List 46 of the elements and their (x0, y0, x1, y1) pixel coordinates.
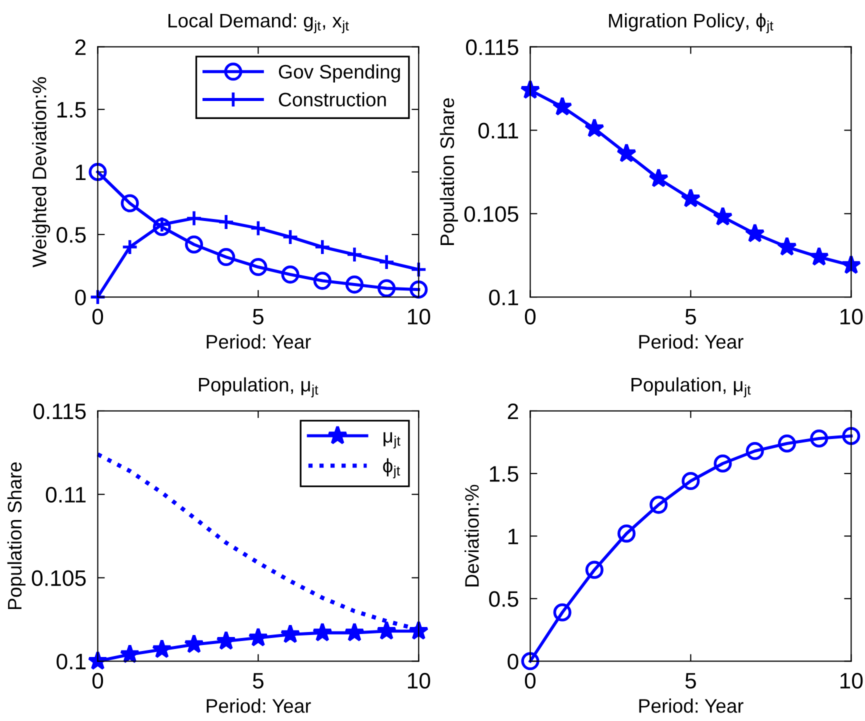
y-tick-label: 0.11 (46, 486, 86, 503)
y-tick-label: 0.105 (32, 570, 86, 586)
y-tick-label: 2 (75, 39, 86, 55)
legend-label: μ$_{jt}$ (384, 432, 400, 448)
chart-title: Population, μ$_{jt}$ (632, 377, 751, 398)
x-tick-label: 5 (252, 308, 264, 324)
x-tick-label: 5 (685, 308, 696, 324)
y-tick-label: 1.5 (490, 466, 518, 482)
y-axis-title: Population Share (440, 98, 458, 245)
y-tick-label: 0.115 (466, 39, 518, 56)
y-tick-label: 1.5 (57, 102, 86, 118)
y-tick-label: 0.11 (478, 122, 518, 139)
x-axis-title: Period: Year (206, 698, 311, 713)
legend-label: ϕ$_{jt}$ (383, 458, 400, 478)
chart-title: Population, μ$_{jt}$ (199, 377, 318, 398)
x-tick-label: 10 (840, 672, 863, 689)
y-tick-label: 1 (76, 164, 86, 180)
y-axis-title: Weighted Deviation:% (32, 77, 50, 268)
x-axis-title: Period: Year (639, 334, 744, 349)
x-tick-label: 10 (840, 308, 863, 324)
legend-label: Construction (278, 92, 386, 106)
x-tick-label: 5 (685, 673, 696, 689)
y-axis-title: Deviation:% (464, 484, 479, 586)
y-tick-label: 0 (75, 290, 86, 306)
y-axis-title: Population Share (7, 462, 26, 610)
legend-label: Gov Spending (278, 64, 400, 82)
y-tick-label: 0 (508, 654, 518, 670)
y-tick-label: 1 (508, 528, 518, 544)
y-tick-label: 2 (508, 404, 518, 420)
x-tick-label: 0 (524, 308, 536, 324)
x-tick-label: 10 (408, 672, 430, 689)
x-tick-label: 5 (252, 673, 264, 689)
y-tick-label: 0.1 (56, 654, 86, 670)
y-tick-label: 0.5 (56, 227, 86, 243)
x-tick-label: 0 (524, 672, 536, 689)
x-tick-label: 0 (92, 672, 104, 689)
chart-title: Migration Policy, ϕ$_{jt}$ (609, 13, 774, 34)
x-axis-title: Period: Year (206, 334, 311, 349)
x-tick-label: 0 (92, 308, 104, 324)
y-tick-label: 0.5 (489, 591, 518, 607)
y-tick-label: 0.1 (489, 290, 518, 306)
y-tick-label: 0.105 (464, 206, 518, 222)
x-tick-label: 10 (408, 308, 430, 324)
y-tick-label: 0.115 (34, 404, 86, 420)
x-axis-title: Period: Year (639, 698, 744, 713)
chart-title: Local Demand: g$_{jt}$, x$_{jt}$ (168, 13, 349, 34)
